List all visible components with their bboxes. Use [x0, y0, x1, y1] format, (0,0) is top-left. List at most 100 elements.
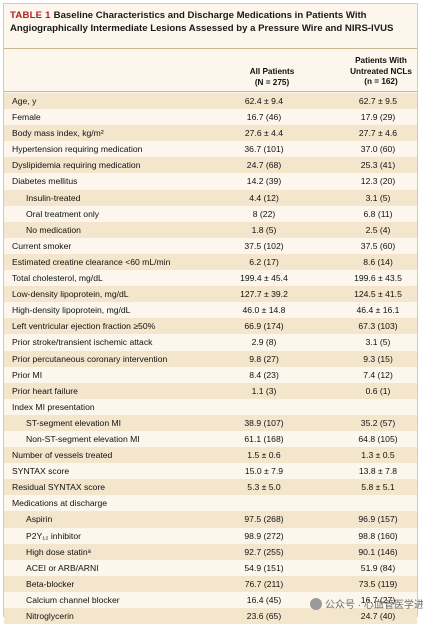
value-all-patients: 38.9 (107) — [244, 417, 284, 428]
value-untreated-ncls: 13.8 ± 7.8 — [358, 466, 398, 477]
row-label: SYNTAX score — [12, 466, 70, 477]
row-label: Low-density lipoprotein, mg/dL — [12, 289, 129, 300]
value-all-patients: 8.4 (23) — [249, 369, 279, 380]
table-header: All Patients (N = 275) Patients With Unt… — [4, 48, 417, 92]
value-untreated-ncls: 96.9 (157) — [358, 514, 398, 525]
table-row: Hypertension requiring medication 36.7 (1… — [4, 141, 417, 157]
table-row: Medications at discharge — [4, 495, 417, 511]
row-label: Dyslipidemia requiring medication — [12, 160, 141, 171]
table-row: Female 16.7 (46) 17.9 (29) — [4, 109, 417, 125]
column-name-line1: Patients With — [355, 56, 407, 65]
table-row: Left ventricular ejection fraction ≥50% 6… — [4, 318, 417, 335]
table-row: Oral treatment only 8 (22) 6.8 (11) — [4, 206, 417, 222]
row-label: ACEI or ARB/ARNI — [26, 562, 99, 573]
value-untreated-ncls: 17.9 (29) — [360, 112, 396, 123]
row-label: Female — [12, 112, 41, 123]
value-untreated-ncls: 24.7 (40) — [360, 611, 396, 621]
row-label: Oral treatment only — [26, 208, 100, 219]
row-label: Age, y — [12, 96, 37, 106]
value-untreated-ncls: 37.5 (60) — [360, 240, 396, 251]
table-row: Body mass index, kg/m² 27.6 ± 4.4 27.7 ± 4… — [4, 125, 417, 142]
row-label: Aspirin — [26, 514, 53, 525]
value-untreated-ncls: 3.1 (5) — [365, 337, 391, 348]
row-label: Prior percutaneous coronary intervention — [12, 353, 168, 364]
value-all-patients: 62.4 ± 9.4 — [244, 96, 284, 106]
value-all-patients: 36.7 (101) — [244, 144, 284, 155]
row-label: Prior heart failure — [12, 385, 78, 396]
table-row: Prior MI 8.4 (23) 7.4 (12) — [4, 367, 417, 383]
table-row: Insulin-treated 4.4 (12) 3.1 (5) — [4, 189, 417, 206]
table-row: Beta-blocker 76.7 (211) 73.5 (119) — [4, 575, 417, 592]
table-row: Prior stroke/transient ischemic attack 2.… — [4, 334, 417, 350]
value-all-patients: 6.2 (17) — [249, 256, 279, 267]
row-label: Index MI presentation — [12, 401, 95, 412]
value-all-patients: 1.8 (5) — [251, 224, 277, 235]
value-all-patients: 2.9 (8) — [251, 337, 277, 348]
row-label: Body mass index, kg/m² — [12, 128, 104, 139]
table-row: Aspirin 97.5 (268) 96.9 (157) — [4, 511, 417, 528]
row-label: Diabetes mellitus — [12, 176, 78, 187]
table-row: Number of vessels treated 1.5 ± 0.6 1.3 ± … — [4, 447, 417, 464]
table-row: Diabetes mellitus 14.2 (39) 12.3 (20) — [4, 173, 417, 189]
value-untreated-ncls: 73.5 (119) — [358, 578, 398, 589]
value-all-patients: 46.0 ± 14.8 — [242, 305, 286, 316]
column-name: All Patients — [249, 67, 295, 76]
value-untreated-ncls: 51.9 (84) — [360, 562, 396, 573]
value-all-patients: 92.7 (255) — [244, 546, 284, 557]
column-name-line2: Untreated NCLs — [350, 66, 412, 76]
value-all-patients: 16.7 (46) — [246, 112, 282, 123]
value-untreated-ncls: 90.1 (146) — [358, 546, 398, 557]
value-untreated-ncls: 12.3 (20) — [360, 176, 396, 187]
value-all-patients: 37.5 (102) — [244, 240, 284, 251]
row-label: Residual SYNTAX score — [12, 482, 105, 493]
value-all-patients: 54.9 (151) — [244, 562, 284, 573]
value-untreated-ncls: 1.3 ± 0.5 — [361, 450, 395, 461]
table-row: ACEI or ARB/ARNI 54.9 (151) 51.9 (84) — [4, 560, 417, 576]
table-body: Age, y 62.4 ± 9.4 62.7 ± 9.5 Female 16.7 (46… — [4, 93, 417, 624]
value-all-patients: 23.6 (65) — [246, 611, 282, 621]
column-count: (N = 275) — [254, 77, 290, 87]
value-all-patients: 27.6 ± 4.4 — [244, 128, 284, 139]
row-label: High-density lipoprotein, mg/dL — [12, 305, 131, 316]
value-untreated-ncls: 0.6 (1) — [365, 385, 391, 396]
watermark-text: 公众号 · 心血管医学进展 — [325, 600, 423, 611]
table-row: P2Y₁₂ inhibitor 98.9 (272) 98.8 (160) — [4, 528, 417, 544]
wechat-logo-icon — [310, 598, 322, 610]
row-label: Prior MI — [12, 369, 43, 380]
table-row: Calcium channel blocker 16.4 (45) 16.7 (27… — [4, 592, 417, 608]
row-label: Estimated creatine clearance <60 mL/min — [12, 256, 171, 267]
table-row: High dose statinᵃ 92.7 (255) 90.1 (146) — [4, 543, 417, 560]
table-row: Current smoker 37.5 (102) 37.5 (60) — [4, 238, 417, 254]
value-untreated-ncls: 3.1 (5) — [365, 192, 391, 203]
table-row: Prior heart failure 1.1 (3) 0.6 (1) — [4, 382, 417, 399]
value-all-patients: 5.3 ± 5.0 — [247, 482, 281, 493]
value-untreated-ncls: 124.5 ± 41.5 — [354, 289, 402, 300]
row-label: Prior stroke/transient ischemic attack — [12, 337, 153, 348]
table-row: Total cholesterol, mg/dL 199.4 ± 45.4 199.… — [4, 270, 417, 286]
row-label: No medication — [26, 224, 81, 235]
column-header-all-patients: All Patients (N = 275) — [232, 67, 312, 88]
table-row: No medication 1.8 (5) 2.5 (4) — [4, 221, 417, 238]
value-untreated-ncls: 5.8 ± 5.1 — [361, 482, 395, 493]
value-all-patients: 14.2 (39) — [246, 176, 282, 187]
value-all-patients: 98.9 (272) — [244, 530, 284, 541]
value-untreated-ncls: 35.2 (57) — [360, 417, 396, 428]
row-label: High dose statinᵃ — [26, 546, 91, 557]
table-row: Age, y 62.4 ± 9.4 62.7 ± 9.5 — [4, 93, 417, 110]
table-row: SYNTAX score 15.0 ± 7.9 13.8 ± 7.8 — [4, 463, 417, 479]
value-all-patients: 8 (22) — [252, 208, 276, 219]
table-row: Estimated creatine clearance <60 mL/min 6… — [4, 253, 417, 271]
value-all-patients: 4.4 (12) — [249, 192, 279, 203]
column-count: (n = 162) — [364, 77, 398, 86]
value-untreated-ncls: 7.4 (12) — [363, 369, 393, 380]
column-header-untreated-ncls: Patients With Untreated NCLs (n = 162) — [342, 56, 420, 88]
table-row: High-density lipoprotein, mg/dL 46.0 ± 14… — [4, 302, 417, 318]
table-caption: Baseline Characteristics and Discharge M… — [10, 10, 394, 34]
table-panel: TABLE 1 Baseline Characteristics and Disc… — [3, 3, 418, 624]
table-row: Low-density lipoprotein, mg/dL 127.7 ± 39… — [4, 286, 417, 303]
table-row: ST-segment elevation MI 38.9 (107) 35.2 (5… — [4, 414, 417, 431]
value-all-patients: 76.7 (211) — [244, 578, 284, 589]
value-untreated-ncls: 98.8 (160) — [358, 530, 398, 541]
value-all-patients: 9.8 (27) — [249, 353, 279, 364]
row-label: Calcium channel blocker — [26, 594, 120, 605]
